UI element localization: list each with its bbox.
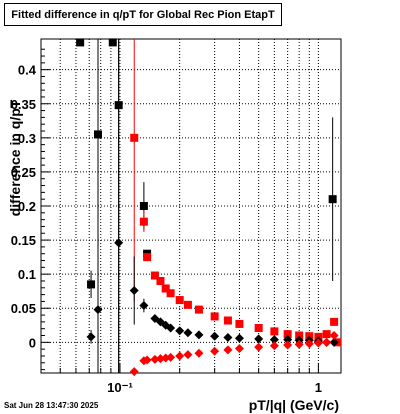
diamond-marker	[183, 328, 193, 338]
y-tick-label: 0.1	[18, 267, 36, 282]
square-marker	[322, 330, 331, 339]
marker-layer	[76, 38, 342, 377]
grid-layer	[41, 39, 341, 373]
square-marker	[114, 101, 123, 110]
diamond-marker	[329, 337, 339, 347]
square-marker	[183, 300, 192, 309]
diamond-marker	[322, 337, 332, 347]
y-axis-label: difference in q/pT	[7, 99, 23, 216]
diamond-marker	[283, 340, 293, 350]
diamond-marker	[93, 305, 103, 315]
y-tick-label: 0.05	[11, 301, 36, 316]
square-marker	[254, 324, 263, 333]
square-marker	[143, 253, 152, 262]
square-marker	[223, 316, 232, 325]
diamond-marker	[175, 351, 185, 361]
square-marker	[156, 276, 165, 285]
diamond-marker	[194, 330, 204, 340]
square-marker	[161, 284, 170, 293]
diamond-marker	[175, 326, 185, 336]
diamond-marker	[114, 238, 124, 248]
diamond-marker	[183, 350, 193, 360]
diamond-marker	[142, 355, 152, 365]
diamond-marker	[129, 367, 139, 377]
square-marker	[139, 217, 148, 226]
square-marker	[270, 327, 279, 336]
y-tick-label: 0.2	[18, 199, 36, 214]
diamond-marker	[294, 339, 304, 349]
square-marker	[87, 280, 96, 289]
chart-title: Fitted difference in q/pT for Global Rec…	[4, 3, 282, 26]
diamond-marker	[166, 352, 176, 362]
square-marker	[194, 305, 203, 314]
diamond-marker	[223, 333, 233, 343]
x-axis-label: pT/|q| (GeV/c)	[249, 397, 339, 413]
square-marker	[330, 317, 339, 326]
square-marker	[210, 312, 219, 321]
diamond-marker	[129, 286, 139, 296]
diamond-marker	[234, 343, 244, 353]
square-marker	[295, 331, 304, 340]
square-marker	[130, 133, 139, 142]
diamond-marker	[210, 331, 220, 341]
diamond-marker	[269, 335, 279, 345]
square-marker	[283, 330, 292, 339]
square-marker	[139, 202, 148, 210]
diamond-marker	[234, 333, 244, 343]
diamond-marker	[269, 341, 279, 351]
square-marker	[328, 195, 337, 204]
diamond-marker	[139, 301, 149, 311]
square-marker	[235, 319, 244, 328]
y-tick-label: 0.4	[18, 63, 37, 78]
diamond-marker	[329, 331, 339, 341]
square-marker	[166, 289, 175, 298]
diamond-marker	[304, 339, 314, 349]
x-tick-label: 10⁻¹	[107, 380, 133, 395]
square-marker	[150, 271, 159, 280]
timestamp: Sat Jun 28 13:47:30 2025	[4, 401, 99, 410]
square-marker	[76, 38, 85, 47]
y-tick-label: 0.3	[18, 131, 36, 146]
square-marker	[93, 130, 102, 139]
square-marker	[108, 38, 117, 47]
diamond-marker	[150, 354, 160, 364]
x-tick-label: 1	[315, 380, 322, 395]
diamond-marker	[210, 346, 220, 356]
y-tick-label: 0	[29, 335, 36, 350]
y-tick-label: 0.35	[11, 97, 36, 112]
y-tick-label: 0.25	[11, 165, 36, 180]
y-tick-label: 0.15	[11, 233, 36, 248]
diamond-marker	[155, 354, 165, 364]
diamond-marker	[254, 342, 264, 352]
diamond-marker	[313, 338, 323, 348]
diamond-marker	[223, 345, 233, 355]
square-marker	[175, 296, 184, 305]
diamond-marker	[194, 348, 204, 358]
tick-layer: 0 0.05 0.1 0.15 0.2 0.25 0.3 0.35 0.4 10⁻¹ 1	[11, 48, 322, 395]
diamond-marker	[86, 332, 96, 342]
diamond-marker	[283, 335, 293, 345]
diamond-marker	[166, 323, 176, 333]
diamond-marker	[254, 334, 264, 344]
